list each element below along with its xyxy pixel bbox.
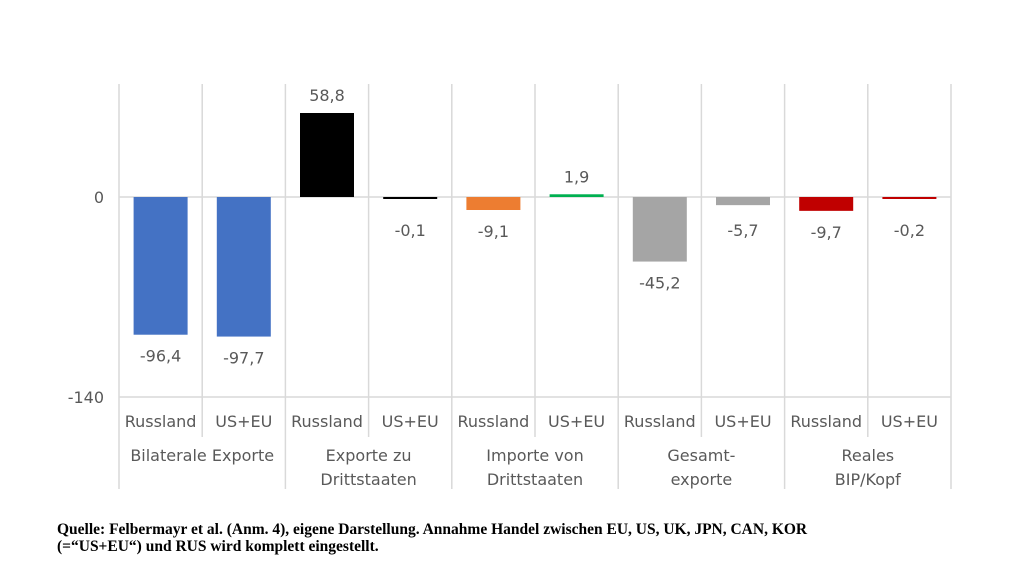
bar-useu-2 [549, 194, 604, 197]
bar-russland-1 [300, 113, 354, 197]
group-label: Bilaterale Exporte [130, 446, 274, 465]
group-label: Gesamt- [667, 446, 735, 465]
caption-line-2: (=“US+EU“) und RUS wird komplett eingest… [57, 538, 379, 555]
y-tick-label: 0 [94, 188, 104, 207]
bar-useu-1 [383, 197, 438, 199]
y-tick-label: -140 [68, 388, 104, 407]
data-label: -96,4 [140, 347, 181, 366]
category-label: Russland [790, 412, 862, 431]
group-label: Exporte zu [326, 446, 412, 465]
category-label: Russland [125, 412, 197, 431]
group-label: exporte [671, 470, 733, 489]
bar-useu-4 [882, 197, 937, 199]
category-label: US+EU [382, 412, 439, 431]
data-label: -5,7 [727, 221, 758, 240]
bar-russland-3 [632, 197, 687, 262]
category-label: US+EU [548, 412, 605, 431]
category-label: Russland [458, 412, 530, 431]
category-label: US+EU [881, 412, 938, 431]
bar-russland-4 [799, 197, 854, 211]
caption-line-1: Quelle: Felbermayr et al. (Anm. 4), eige… [57, 521, 808, 538]
category-label: Russland [624, 412, 696, 431]
group-label: BIP/Kopf [835, 470, 901, 489]
bar-useu-3 [716, 197, 770, 206]
category-label: US+EU [215, 412, 272, 431]
group-label: Importe von [486, 446, 583, 465]
category-label: US+EU [714, 412, 771, 431]
bar-russland-2 [466, 197, 521, 210]
chart-bars [133, 113, 937, 337]
group-label: Drittstaaten [320, 470, 416, 489]
bar-russland-0 [133, 197, 188, 335]
data-label: -9,1 [478, 222, 509, 241]
source-caption: Quelle: Felbermayr et al. (Anm. 4), eige… [57, 521, 987, 555]
data-label: 58,8 [309, 86, 345, 105]
chart-labels: 0 -140 -96,4 Russland -97,7 US+EU Bilaterale E… [68, 86, 938, 489]
data-label: -0,2 [894, 221, 925, 240]
bar-useu-0 [216, 197, 271, 337]
data-label: -9,7 [811, 223, 842, 242]
bar-chart: 0 -140 -96,4 Russland -97,7 US+EU Bilaterale E… [68, 84, 952, 489]
data-label: -97,7 [223, 349, 264, 368]
data-label: -45,2 [639, 274, 680, 293]
data-label: -0,1 [395, 221, 426, 240]
category-label: Russland [291, 412, 363, 431]
group-label: Reales [841, 446, 894, 465]
chart-grid [118, 84, 952, 489]
group-label: Drittstaaten [487, 470, 583, 489]
data-label: 1,9 [564, 167, 589, 186]
